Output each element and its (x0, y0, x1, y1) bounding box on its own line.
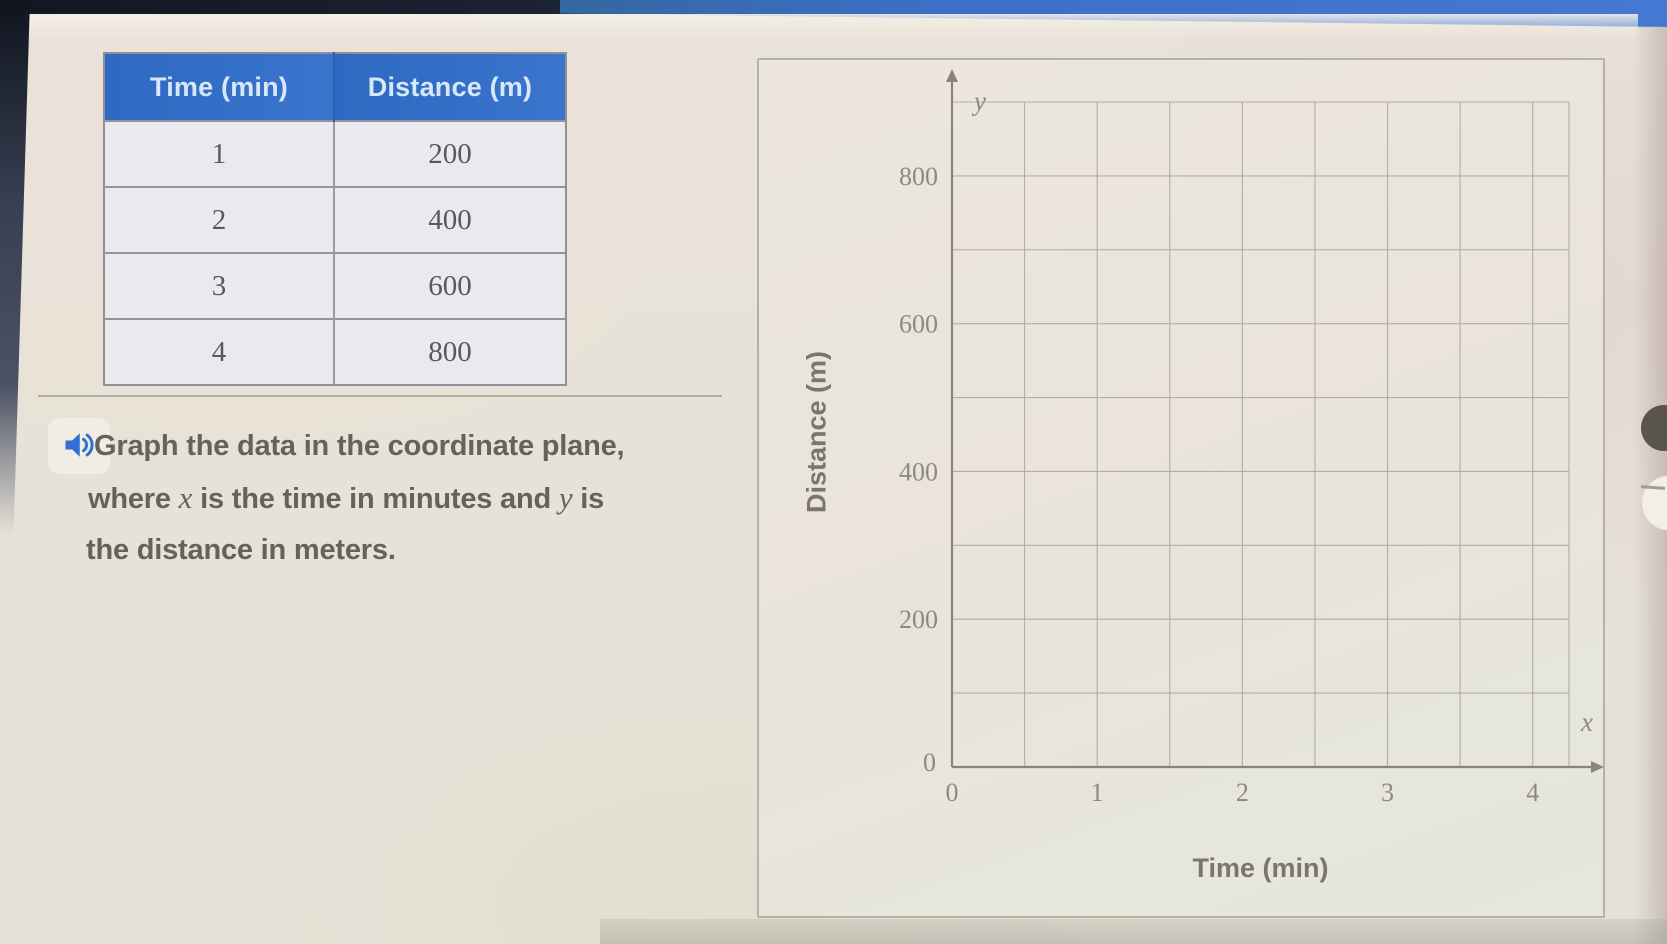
svg-text:x: x (1580, 707, 1593, 737)
problem-statement: Graph the data in the coordinate plane, … (86, 421, 734, 576)
screen-glare (28, 14, 1638, 40)
y-axis-title: Distance (m) (801, 350, 832, 514)
svg-text:2: 2 (1236, 778, 1249, 807)
distance-cell: 800 (333, 318, 566, 385)
svg-text:y: y (971, 86, 986, 116)
col-header-distance: Distance (m) (333, 53, 566, 121)
svg-text:0: 0 (923, 748, 936, 777)
x-axis-title: Time (min) (1192, 853, 1329, 883)
svg-text:4: 4 (1526, 778, 1539, 807)
col-header-time: Time (min) (104, 53, 334, 121)
time-cell: 2 (104, 186, 334, 253)
table-row: 2 400 (104, 186, 566, 253)
svg-text:0: 0 (946, 778, 959, 807)
math-var-x: x (178, 480, 193, 515)
table-row: 1 200 (104, 120, 566, 187)
time-cell: 4 (104, 318, 334, 385)
data-table: Time (min) Distance (m) 1 200 2 400 3 60… (103, 52, 567, 386)
svg-text:800: 800 (899, 162, 938, 191)
time-cell: 1 (104, 120, 334, 187)
screen-edge-bottom (600, 919, 1667, 944)
distance-cell: 400 (333, 186, 566, 253)
instruction-line-3: the distance in meters. (86, 534, 396, 566)
graph-card: 0 1 2 3 4 0 200 400 600 800 y x Time (min) Distance… (757, 58, 1605, 918)
svg-text:200: 200 (899, 605, 938, 634)
table-row: 3 600 (104, 252, 566, 319)
instruction-line-1: Graph the data in the coordinate plane, (94, 430, 625, 462)
speaker-audio-icon (61, 427, 97, 466)
distance-cell: 200 (333, 120, 566, 187)
read-aloud-button[interactable] (48, 418, 110, 474)
svg-text:600: 600 (899, 310, 938, 339)
svg-text:3: 3 (1381, 778, 1394, 807)
table-row: 4 800 (104, 318, 566, 385)
math-var-y: y (558, 480, 573, 515)
time-cell: 3 (104, 252, 334, 319)
screen-edge-left (0, 0, 30, 535)
coordinate-plane[interactable]: 0 1 2 3 4 0 200 400 600 800 y x (759, 60, 1607, 920)
instruction-line-2: where x is the time in minutes and y is (88, 480, 605, 515)
svg-text:400: 400 (899, 457, 938, 486)
svg-text:1: 1 (1091, 778, 1104, 807)
data-table-card: Time (min) Distance (m) 1 200 2 400 3 60… (103, 52, 567, 386)
section-divider (38, 395, 722, 397)
table-header-row: Time (min) Distance (m) (104, 53, 566, 121)
distance-cell: 600 (333, 252, 566, 319)
